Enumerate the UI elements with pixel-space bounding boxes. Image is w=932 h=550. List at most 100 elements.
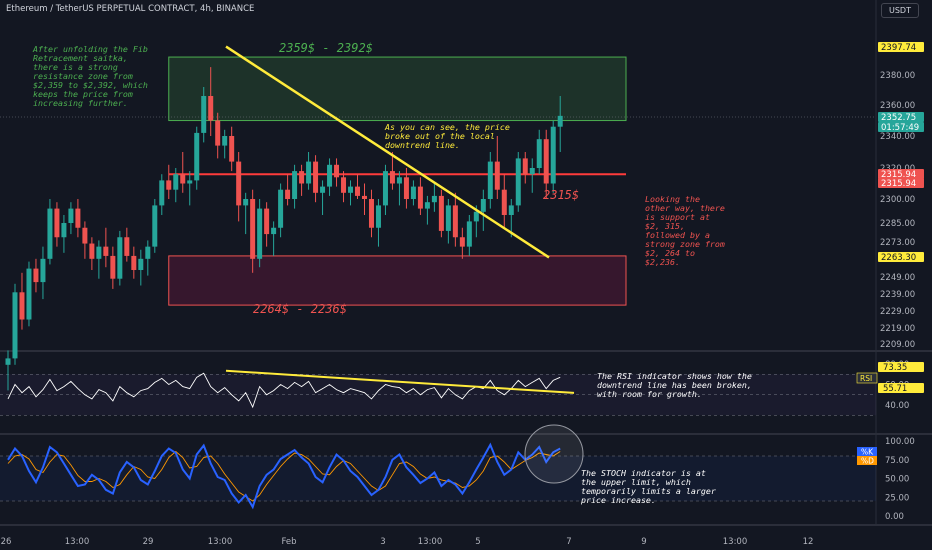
candle-body: [264, 208, 270, 235]
candle-body: [389, 171, 395, 184]
price-tag-label: 2315.94: [881, 170, 916, 180]
candle-body: [410, 186, 416, 199]
candle-body: [152, 205, 158, 247]
candle-body: [341, 177, 347, 193]
rsi-name-bg: [856, 372, 878, 384]
candle-body: [543, 139, 549, 184]
price-tick-label: 2229.00: [880, 307, 915, 317]
rsi-trendline: [225, 369, 575, 394]
candle-body: [403, 177, 409, 199]
stoch-note: The STOCH indicator is at the upper limi…: [581, 468, 716, 505]
candle-body: [208, 96, 214, 121]
price-tick-label: 2360.00: [880, 101, 915, 111]
price-tick-label: 2249.00: [880, 273, 915, 283]
candle-body: [180, 174, 186, 184]
candle-body: [424, 202, 430, 209]
candle-body: [361, 195, 367, 199]
stoch-tag-bg: [857, 456, 877, 465]
candle-body: [138, 258, 144, 271]
candle-body: [173, 174, 179, 190]
candle-body: [131, 255, 137, 271]
candle-body: [26, 268, 32, 320]
candle-body: [47, 208, 53, 259]
candle-body: [54, 208, 60, 238]
resistance-note: After unfolding the Fib Retracement sait…: [33, 44, 148, 108]
indicator-layer: [7, 369, 584, 510]
time-tick-label: Feb: [281, 537, 296, 547]
price-tick-label: 2273.00: [880, 238, 915, 248]
price-tag-bg: [878, 178, 924, 188]
price-tag-bg: [878, 252, 924, 262]
support-zone-label: 2264$ - 2236$: [253, 302, 347, 316]
candle-body: [278, 189, 284, 228]
candle-body: [487, 161, 493, 199]
rsi-line: [7, 372, 561, 409]
rsi-tag-label: 73.35: [883, 363, 907, 373]
lines-layer: [225, 45, 550, 259]
chart-symbol-title: Ethereum / TetherUS PERPETUAL CONTRACT, …: [6, 4, 255, 14]
candle-body: [334, 164, 340, 178]
grid-layer: [0, 0, 932, 526]
candle-body: [452, 205, 458, 238]
candle-body: [508, 205, 514, 215]
candle-body: [222, 136, 228, 146]
stoch-tag-label: %K: [861, 448, 874, 457]
candle-body: [355, 186, 360, 196]
rsi-name-label: RSI: [860, 374, 872, 383]
price-tick-label: 2380.00: [880, 71, 915, 81]
candle-body: [40, 258, 46, 283]
candle-body: [368, 199, 374, 228]
price-tag-bg: [878, 42, 924, 52]
stoch-tick-label: 50.00: [885, 475, 909, 485]
rsi-tag-bg: [878, 362, 924, 372]
stoch-tick-label: 100.00: [885, 437, 915, 447]
price-tick-label: 2239.00: [880, 290, 915, 300]
candle-body: [501, 189, 507, 215]
candle-body: [529, 168, 535, 175]
candle-body: [515, 158, 521, 206]
candle-body: [61, 223, 67, 238]
zones-layer: [0, 56, 876, 306]
stoch-tick-label: 75.00: [885, 456, 909, 466]
candle-body: [382, 171, 388, 206]
candle-body: [327, 164, 333, 187]
stoch-tag-bg: [857, 447, 877, 456]
stoch-k-line: [7, 442, 561, 510]
candle-body: [229, 136, 235, 162]
price-tag-bg: [878, 169, 924, 179]
candle-body: [445, 205, 451, 231]
candle-body: [187, 180, 193, 184]
candle-body: [375, 205, 381, 228]
candle-body: [5, 358, 11, 365]
candle-body: [299, 171, 305, 184]
rsi-tag-bg: [878, 383, 924, 393]
rsi-note: The RSI indicator shows how the downtren…: [597, 371, 752, 399]
rsi-tag-label: 55.71: [883, 384, 907, 394]
candle-body: [68, 208, 74, 223]
candle-body: [89, 243, 95, 259]
candle-body: [348, 186, 354, 193]
time-tick-label: 29: [143, 537, 154, 547]
price-tag-bg: [878, 112, 924, 122]
price-tag-label: 2352.75: [881, 113, 916, 123]
candle-body: [320, 186, 326, 193]
price-tag-label: 2263.30: [881, 253, 916, 263]
candle-body: [466, 221, 472, 247]
breakout-note: As you can see, the price broke out of t…: [385, 122, 510, 150]
candle-body: [96, 246, 102, 259]
candle-body: [550, 126, 556, 184]
candle-body: [166, 180, 172, 190]
price-tick-label: 2219.00: [880, 324, 915, 334]
candle-body: [236, 161, 242, 206]
currency-selector[interactable]: USDT: [881, 3, 919, 18]
candle-body: [313, 161, 319, 193]
support-zone: [168, 255, 627, 306]
downtrend-line: [225, 45, 550, 259]
time-tick-label: 13:00: [208, 537, 233, 547]
price-tag-bg: [878, 122, 924, 132]
candle-body: [438, 195, 444, 231]
candle-body: [194, 132, 200, 181]
candle-body: [522, 158, 528, 175]
candle-body: [250, 199, 256, 259]
